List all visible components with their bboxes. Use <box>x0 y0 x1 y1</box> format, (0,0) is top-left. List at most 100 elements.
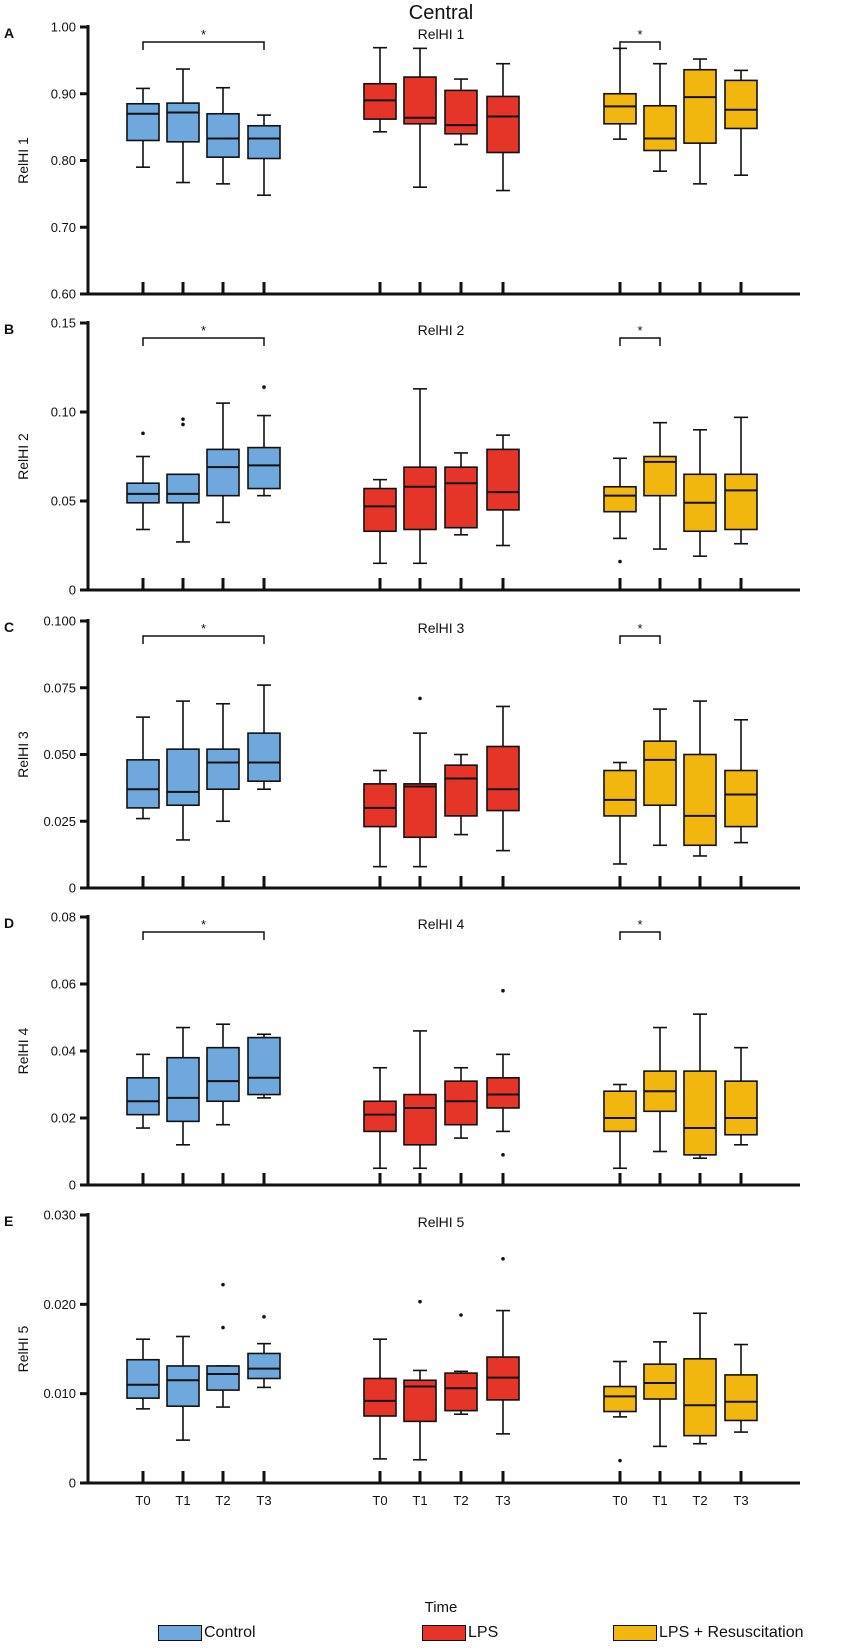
box-lps_resus-t2 <box>683 1312 717 1445</box>
significance-bracket <box>142 931 265 940</box>
box-control-t1 <box>166 700 200 841</box>
iqr-box <box>247 446 281 490</box>
box-lps-t0 <box>363 478 397 565</box>
y-tick-label: 0.70 <box>51 220 76 235</box>
outlier-point <box>181 417 185 421</box>
significance-bracket <box>142 635 265 644</box>
y-axis-label: RelHI 4 <box>15 1027 31 1074</box>
box-control-t3 <box>247 1033 281 1099</box>
iqr-box <box>643 104 677 152</box>
outlier-point <box>262 385 266 389</box>
box-lps_resus-t2 <box>683 700 717 857</box>
box-lps_resus-t1 <box>643 1026 677 1153</box>
box-lps_resus-t3 <box>724 69 758 176</box>
significance-star: * <box>637 323 642 338</box>
significance-bracket <box>619 931 661 940</box>
box-lps_resus-t0 <box>603 761 637 865</box>
legend-item-lps-resuscitation: LPS + Resuscitation <box>613 1622 804 1644</box>
outlier-point <box>501 1153 505 1157</box>
box-control-t2 <box>206 1282 240 1408</box>
legend-swatch-lps <box>422 1625 466 1641</box>
iqr-box <box>166 1365 200 1407</box>
iqr-box <box>444 1372 478 1412</box>
panel-title: RelHI 5 <box>418 1214 465 1230</box>
iqr-box <box>403 76 437 125</box>
box-control-t3 <box>247 684 281 791</box>
x-axis-title: Time <box>425 1599 458 1616</box>
box-lps-t2 <box>444 1313 478 1416</box>
x-tick-label: T2 <box>215 1493 230 1508</box>
box-lps-t2 <box>444 452 478 536</box>
significance-bracket <box>619 337 661 346</box>
box-control-t1 <box>166 417 200 543</box>
iqr-box <box>206 448 240 497</box>
y-tick-label: 0.90 <box>51 86 76 101</box>
box-control-t2 <box>206 402 240 524</box>
x-tick-label: T0 <box>372 1493 387 1508</box>
outlier-point <box>501 988 505 993</box>
iqr-box <box>444 466 478 529</box>
box-lps_resus-t1 <box>643 708 677 847</box>
iqr-box <box>126 1358 160 1399</box>
iqr-box <box>603 92 637 125</box>
iqr-box <box>247 1036 281 1096</box>
box-lps-t3 <box>486 988 520 1157</box>
box-lps_resus-t2 <box>683 428 717 557</box>
iqr-box <box>486 745 520 812</box>
box-lps-t1 <box>403 696 437 868</box>
y-tick-label: 0 <box>69 1476 76 1491</box>
outlier-point <box>181 422 185 427</box>
iqr-box <box>486 448 520 511</box>
y-tick-label: 0.80 <box>51 153 76 168</box>
outlier-point <box>618 559 622 564</box>
iqr-box <box>403 1093 437 1146</box>
iqr-box <box>683 1070 717 1156</box>
iqr-box <box>724 1374 758 1422</box>
iqr-box <box>247 732 281 783</box>
y-tick-label: 0.100 <box>43 614 76 629</box>
iqr-box <box>206 1046 240 1103</box>
iqr-box <box>166 1056 200 1123</box>
panel-b: B RelHI 2 RelHI 2 0 0.05 0.10 0.15 * * <box>4 316 800 598</box>
box-lps-t1 <box>403 1299 437 1461</box>
y-tick-label: 0.030 <box>43 1208 76 1223</box>
panel-title: RelHI 4 <box>418 916 465 932</box>
x-tick-label: T2 <box>453 1493 468 1508</box>
panel-letter: D <box>4 915 14 931</box>
iqr-box <box>683 753 717 847</box>
iqr-box <box>363 1377 397 1417</box>
box-control-t1 <box>166 1026 200 1146</box>
significance-bracket <box>142 41 265 50</box>
box-lps-t0 <box>363 46 397 133</box>
box-lps-t0 <box>363 769 397 868</box>
legend-swatch-control <box>158 1625 202 1641</box>
legend-label-lps-resuscitation: LPS + Resuscitation <box>659 1624 804 1641</box>
figure-title: Central <box>409 2 473 24</box>
box-lps_resus-t3 <box>724 416 758 545</box>
iqr-box <box>444 764 478 817</box>
box-lps_resus-t3 <box>724 718 758 844</box>
iqr-box <box>724 769 758 828</box>
x-tick-label: T1 <box>412 1493 427 1508</box>
y-tick-label: 0 <box>69 881 76 896</box>
y-tick-label: 0.05 <box>51 494 76 509</box>
iqr-box <box>724 1080 758 1136</box>
panel-e: E RelHI 5 RelHI 5 0 0.010 0.020 0.030 <box>4 1208 800 1491</box>
panel-letter: B <box>4 321 14 337</box>
iqr-box <box>444 1080 478 1126</box>
outlier-point <box>141 431 145 436</box>
iqr-box <box>166 102 200 143</box>
y-tick-label: 0.075 <box>43 680 76 695</box>
box-lps_resus-t2 <box>683 1013 717 1159</box>
x-tick-label: T1 <box>175 1493 190 1508</box>
iqr-box <box>403 783 437 839</box>
iqr-box <box>724 79 758 130</box>
box-lps-t0 <box>363 1066 397 1170</box>
y-tick-label: 1.00 <box>51 20 76 35</box>
box-control-t2 <box>206 1023 240 1126</box>
outlier-point <box>262 1315 266 1319</box>
y-tick-label: 0.08 <box>51 910 76 925</box>
panel-title: RelHI 1 <box>418 26 465 42</box>
box-lps-t3 <box>486 62 520 192</box>
